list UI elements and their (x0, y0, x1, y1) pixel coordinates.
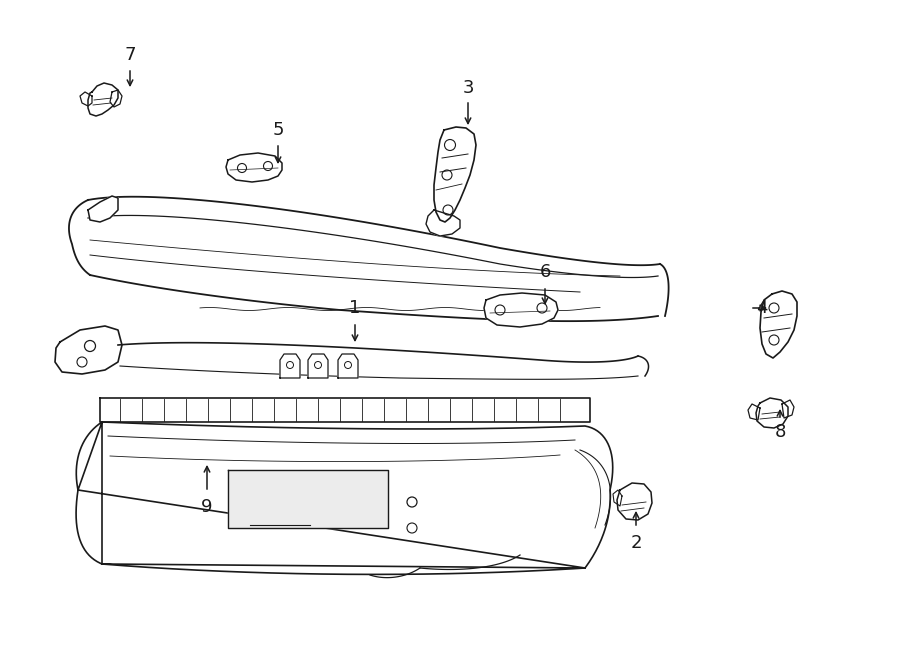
Polygon shape (280, 354, 300, 378)
Polygon shape (88, 83, 118, 116)
Text: 9: 9 (202, 498, 212, 516)
Circle shape (85, 340, 95, 352)
Circle shape (769, 303, 779, 313)
Polygon shape (55, 326, 122, 374)
Circle shape (769, 335, 779, 345)
Text: 7: 7 (124, 46, 136, 64)
Text: 8: 8 (774, 423, 786, 441)
Polygon shape (100, 398, 590, 422)
Polygon shape (613, 490, 622, 506)
Text: 1: 1 (349, 299, 361, 317)
Circle shape (77, 357, 87, 367)
Polygon shape (88, 197, 660, 278)
Polygon shape (434, 127, 476, 222)
Polygon shape (748, 404, 760, 420)
Polygon shape (426, 210, 460, 236)
Polygon shape (80, 92, 92, 106)
Circle shape (264, 161, 273, 171)
Text: 5: 5 (272, 121, 284, 139)
Circle shape (442, 170, 452, 180)
Text: 3: 3 (463, 79, 473, 97)
Polygon shape (110, 90, 122, 107)
Polygon shape (88, 215, 658, 321)
Text: 4: 4 (756, 299, 768, 317)
Polygon shape (308, 354, 328, 378)
Circle shape (286, 362, 293, 368)
Polygon shape (226, 153, 282, 182)
Polygon shape (617, 483, 652, 520)
Polygon shape (118, 342, 638, 379)
Circle shape (407, 523, 417, 533)
Polygon shape (88, 197, 660, 278)
Circle shape (407, 497, 417, 507)
Polygon shape (228, 470, 388, 528)
Polygon shape (338, 354, 358, 378)
Circle shape (443, 205, 453, 215)
Circle shape (314, 362, 321, 368)
Polygon shape (88, 196, 118, 222)
Circle shape (345, 362, 352, 368)
Circle shape (495, 305, 505, 315)
Polygon shape (760, 291, 797, 358)
Circle shape (238, 163, 247, 173)
Circle shape (537, 303, 547, 313)
Polygon shape (76, 422, 613, 574)
Polygon shape (484, 293, 558, 327)
Circle shape (445, 139, 455, 151)
Polygon shape (782, 400, 794, 418)
Text: 6: 6 (539, 263, 551, 281)
Text: 2: 2 (630, 534, 642, 552)
Polygon shape (756, 398, 788, 428)
